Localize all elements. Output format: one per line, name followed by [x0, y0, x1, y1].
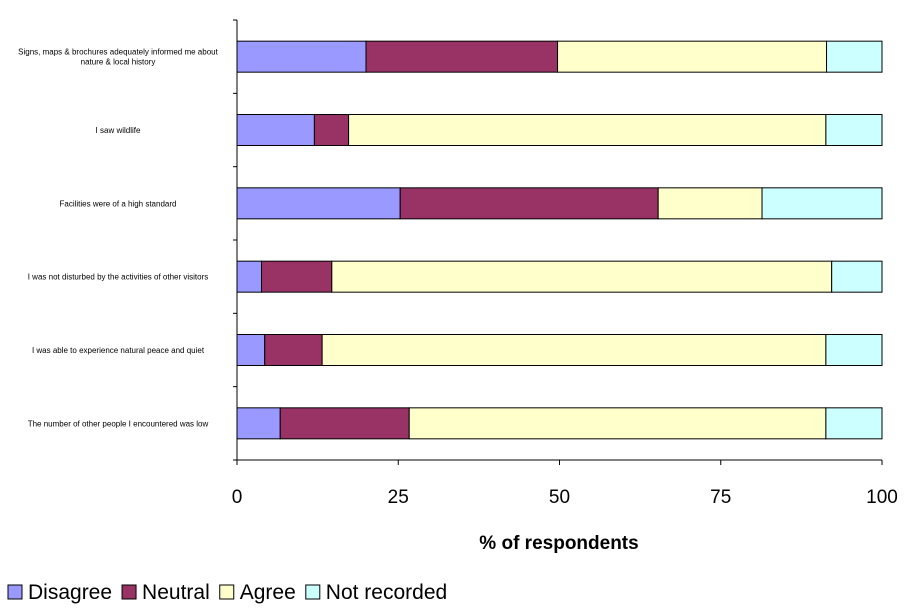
plot-area: [236, 40, 883, 440]
bar-neutral-1: [313, 114, 350, 146]
legend-label: Neutral: [142, 581, 210, 604]
bar-disagree-1: [236, 114, 315, 146]
bar-agree-4: [321, 334, 827, 366]
x-tick-label: 25: [388, 487, 409, 508]
category-label: Facilities were of a high standard: [60, 199, 177, 208]
bar-agree-0: [557, 40, 828, 73]
legend-swatch-not-recorded: [305, 584, 321, 600]
legend-label: Agree: [240, 581, 296, 604]
axes: [236, 20, 882, 461]
bar-neutral-3: [261, 260, 333, 293]
legend-swatch-agree: [219, 584, 235, 600]
category-label: The number of other people I encountered…: [28, 419, 209, 428]
legend-label: Disagree: [28, 581, 112, 604]
legend-swatch-disagree: [7, 584, 23, 600]
category-label: I was not disturbed by the activities of…: [28, 273, 209, 282]
bar-neutral-2: [399, 187, 659, 220]
bar-disagree-0: [236, 40, 367, 73]
bar-not-recorded-5: [825, 407, 883, 440]
legend-swatch-neutral: [121, 584, 137, 600]
category-labels: Signs, maps & brochures adequately infor…: [18, 48, 218, 429]
category-label: I was able to experience natural peace a…: [32, 346, 205, 355]
bar-not-recorded-1: [825, 114, 883, 146]
bar-neutral-0: [365, 40, 559, 73]
bar-agree-5: [408, 407, 827, 440]
bar-not-recorded-3: [831, 260, 883, 293]
bar-not-recorded-4: [825, 334, 883, 366]
bar-disagree-2: [236, 187, 401, 220]
x-tick-label: 50: [549, 487, 570, 508]
bar-agree-2: [657, 187, 763, 220]
legend: Disagree Neutral Agree Not recorded: [7, 581, 447, 604]
bar-disagree-4: [236, 334, 266, 366]
x-tick-label: 0: [232, 487, 243, 508]
x-tick-label: 100: [866, 487, 898, 508]
legend-label: Not recorded: [326, 581, 447, 604]
bar-agree-3: [331, 260, 833, 293]
category-label: Signs, maps & brochures adequately infor…: [18, 48, 218, 67]
x-tick-label: 75: [710, 487, 731, 508]
bar-disagree-3: [236, 260, 263, 293]
bar-disagree-5: [236, 407, 281, 440]
bar-neutral-5: [279, 407, 410, 440]
bar-not-recorded-0: [826, 40, 883, 73]
bar-not-recorded-2: [761, 187, 883, 220]
ticks: 0 25 50 75 100: [232, 19, 898, 508]
category-label: I saw wildlife: [96, 126, 141, 135]
bar-agree-1: [348, 114, 827, 146]
bar-neutral-4: [264, 334, 323, 366]
x-axis-title: % of respondents: [479, 533, 638, 554]
